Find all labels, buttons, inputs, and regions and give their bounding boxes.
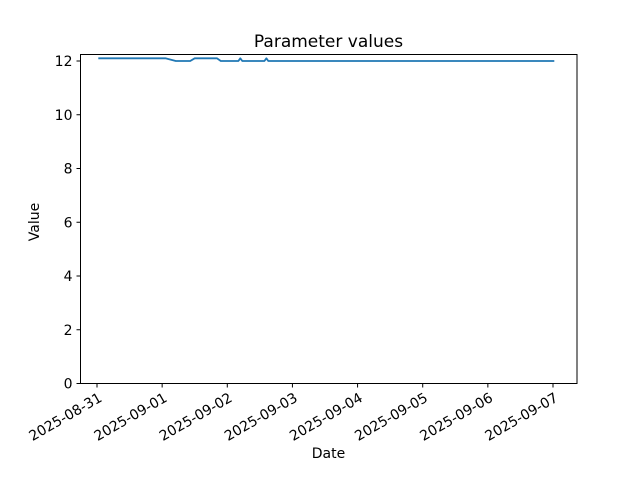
series-line: [98, 57, 555, 62]
x-tick-label: 2025-08-31: [27, 390, 105, 445]
y-tick-label: 12: [55, 54, 73, 70]
y-tick-label: 4: [64, 269, 73, 285]
x-tick-label: 2025-09-05: [352, 390, 430, 445]
x-tick-label: 2025-09-06: [417, 390, 496, 445]
x-tick-label: 2025-09-03: [222, 390, 300, 445]
y-tick-label: 8: [64, 162, 73, 178]
chart-title: Parameter values: [253, 32, 404, 52]
plot-border: [80, 54, 578, 384]
x-tick-label: 2025-09-01: [92, 390, 170, 445]
x-tick-label: 2025-09-02: [157, 390, 235, 445]
x-axis-label: Date: [311, 446, 346, 462]
y-tick-label: 6: [64, 215, 73, 231]
y-tick-label: 0: [64, 377, 73, 393]
y-tick-label: 10: [55, 108, 73, 124]
x-tick-label: 2025-09-07: [483, 390, 561, 445]
y-axis-label: Value: [27, 202, 43, 242]
y-tick-label: 2: [64, 323, 73, 339]
x-tick-label: 2025-09-04: [287, 390, 366, 445]
